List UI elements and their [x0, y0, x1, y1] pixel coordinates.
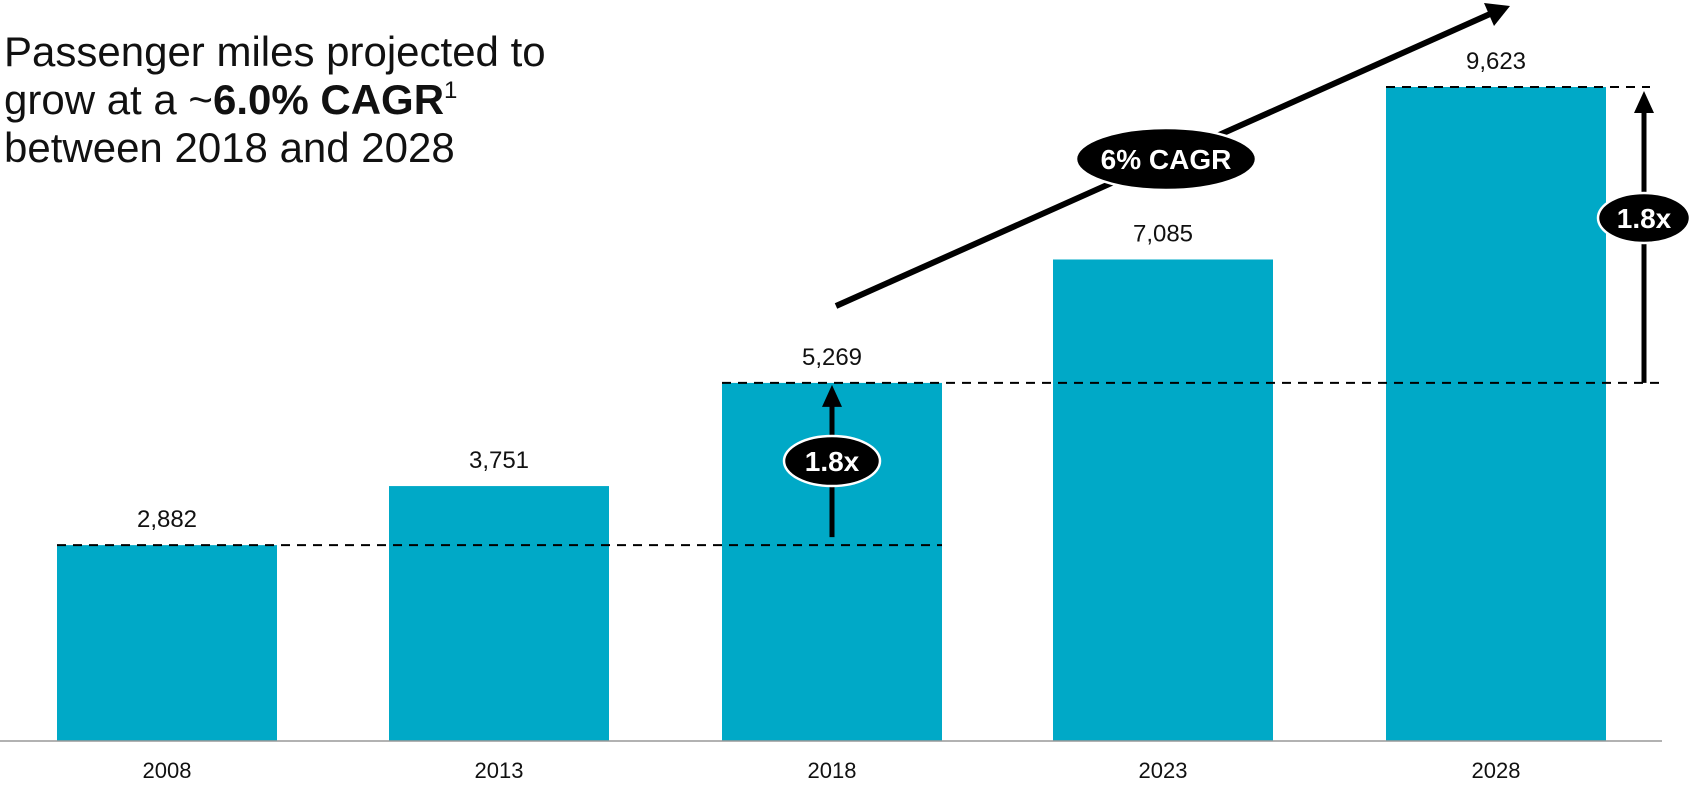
- cagr-label: 6% CAGR: [1101, 144, 1232, 175]
- title-line-1: Passenger miles projected to: [4, 28, 546, 75]
- growth-arrow-head-2018-2028: [1634, 91, 1654, 113]
- multiple-badge-2008-2018: [782, 434, 882, 488]
- value-label-2023: 7,085: [1133, 220, 1193, 247]
- annotations-group: 1.8x 1.8x 6% CAGR: [57, 3, 1690, 547]
- x-tick-2028: 2028: [1472, 758, 1521, 783]
- multiple-label-2008-2018: 1.8x: [805, 446, 860, 477]
- title-footnote-marker: 1: [444, 77, 458, 104]
- title-cagr-bold: 6.0% CAGR: [212, 76, 445, 123]
- x-tick-2023: 2023: [1139, 758, 1188, 783]
- bar-2013: [389, 486, 609, 741]
- value-label-2028: 9,623: [1466, 48, 1526, 75]
- title-line-2-prefix: grow at a ~: [4, 76, 213, 123]
- cagr-trend-arrow-head: [1484, 3, 1510, 26]
- bar-2023: [1053, 259, 1273, 741]
- x-tick-2013: 2013: [475, 758, 524, 783]
- bar-2028: [1386, 87, 1606, 741]
- x-tick-2008: 2008: [143, 758, 192, 783]
- growth-arrow-head-2008-2018: [822, 384, 842, 407]
- value-labels-group: 2,882 3,751 5,269 7,085 9,623: [137, 48, 1526, 533]
- multiple-badge-2018-2028: [1596, 191, 1690, 245]
- x-tick-labels-group: 2008 2013 2018 2023 2028: [143, 758, 1521, 783]
- cagr-badge: [1074, 126, 1258, 192]
- value-label-2008: 2,882: [137, 506, 197, 533]
- x-tick-2018: 2018: [808, 758, 857, 783]
- value-label-2013: 3,751: [469, 447, 529, 474]
- value-label-2018: 5,269: [802, 344, 862, 371]
- bar-2008: [57, 545, 277, 741]
- title-line-3: between 2018 and 2028: [4, 124, 455, 171]
- chart-title: Passenger miles projected to grow at a ~…: [4, 28, 624, 172]
- multiple-label-2018-2028: 1.8x: [1617, 203, 1672, 234]
- bars-group: [57, 87, 1606, 741]
